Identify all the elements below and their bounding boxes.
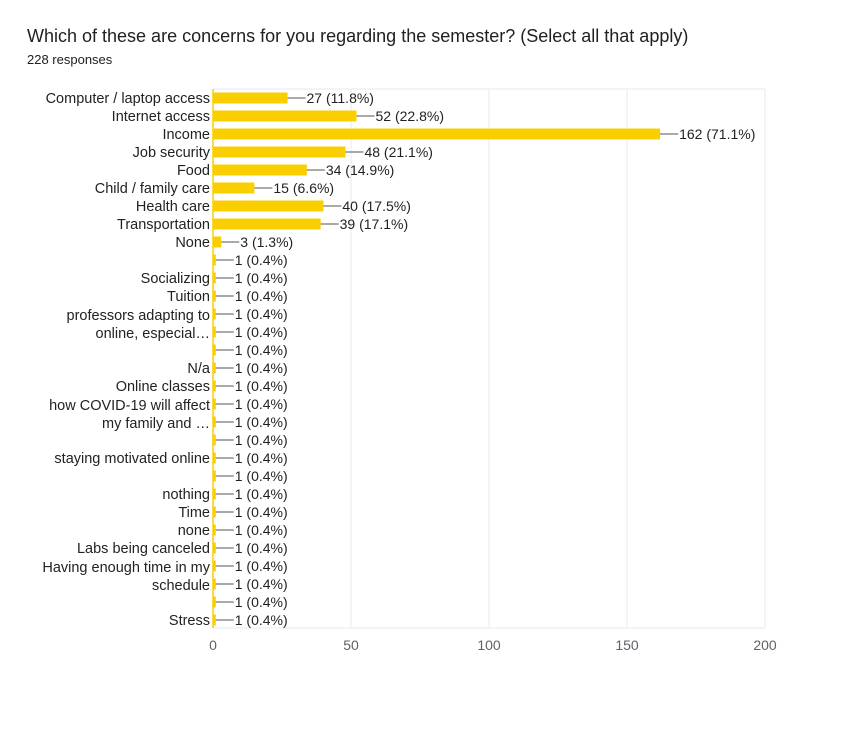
data-label: 1 (0.4%) [235,522,288,538]
data-label: 1 (0.4%) [235,468,288,484]
category-label: Food [177,163,210,179]
category-label: Having enough time in my schedule [42,560,210,594]
category-label: nothing [162,487,210,503]
x-tick-label: 200 [753,637,777,653]
data-label: 1 (0.4%) [235,486,288,502]
data-label: 1 (0.4%) [235,540,288,556]
data-label: 1 (0.4%) [235,270,288,286]
category-label: None [175,235,210,251]
bar [213,182,255,194]
data-label: 15 (6.6%) [273,180,334,196]
bar [213,614,216,626]
gridlines [213,88,766,629]
bar [213,218,321,230]
bar [213,200,324,212]
category-label: how COVID-19 will affect my family and … [49,398,210,432]
data-label: 1 (0.4%) [235,378,288,394]
category-label: Child / family care [95,181,210,197]
data-label: 39 (17.1%) [340,216,408,232]
data-labels: 27 (11.8%)52 (22.8%) 162 (71.1%) 48 (21.1%… [215,90,755,628]
bar [213,488,216,500]
data-label: 1 (0.4%) [235,594,288,610]
response-count: 228 responses [27,52,113,67]
data-label: 1 (0.4%) [235,576,288,592]
data-label: 40 (17.5%) [342,198,410,214]
data-label: 1 (0.4%) [235,612,288,628]
data-label: 162 (71.1%) [679,126,755,142]
bar [213,362,216,374]
data-label: 52 (22.8%) [376,108,444,124]
category-label: Labs being canceled [77,541,210,557]
category-label: Income [162,127,210,143]
category-label: Online classes [116,379,210,395]
bar [213,434,216,446]
category-label: Internet access [112,109,210,125]
bar [213,560,216,572]
category-label: Health care [136,199,210,215]
data-label: 1 (0.4%) [235,306,288,322]
category-label: N/a [187,361,211,377]
bar [213,110,357,122]
bars [212,89,661,628]
category-label: Job security [133,145,211,161]
data-label: 3 (1.3%) [240,234,293,250]
chart-title: Which of these are concerns for you rega… [27,26,689,46]
x-tick-label: 50 [343,637,359,653]
category-label: professors adapting to online, especial… [67,308,210,342]
bar [213,146,346,158]
x-tick-label: 150 [615,637,639,653]
bar [213,344,216,356]
category-label: Time [178,505,210,521]
bar [213,398,216,410]
bar [213,416,216,428]
x-tick-label: 0 [209,637,217,653]
data-label: 48 (21.1%) [364,144,432,160]
data-label: 1 (0.4%) [235,504,288,520]
data-label: 27 (11.8%) [307,90,374,106]
bar [213,578,216,590]
bar [213,506,216,518]
data-label: 1 (0.4%) [235,450,288,466]
data-label: 1 (0.4%) [235,432,288,448]
category-label: Socializing [141,271,210,287]
bar [213,326,216,338]
data-label: 1 (0.4%) [235,360,288,376]
bar [213,290,216,302]
data-label: 1 (0.4%) [235,342,288,358]
category-label: Tuition [167,289,210,305]
data-label: 1 (0.4%) [235,288,288,304]
bar [213,452,216,464]
data-label: 1 (0.4%) [235,558,288,574]
x-axis-ticks: 0 50 100 150 200 [209,637,777,653]
bar [213,254,216,266]
bar [213,236,222,248]
bar [213,164,307,176]
data-label: 1 (0.4%) [235,396,288,412]
bar [213,542,216,554]
bar [213,524,216,536]
bar [213,272,216,284]
data-label: 34 (14.9%) [326,162,394,178]
data-label: 1 (0.4%) [235,324,288,340]
data-label: 1 (0.4%) [235,252,288,268]
bar [213,470,216,482]
bar [213,92,288,104]
data-label: 1 (0.4%) [235,414,288,430]
x-tick-label: 100 [477,637,501,653]
bar [213,380,216,392]
bar [213,596,216,608]
category-label: Transportation [117,217,210,233]
bar [213,128,661,140]
category-labels: Computer / laptop access Internet access I… [42,91,211,629]
category-label: Stress [169,613,210,629]
category-label: staying motivated online [54,451,210,467]
category-label: Computer / laptop access [46,91,210,107]
bar [213,308,216,320]
category-label: none [178,523,210,539]
